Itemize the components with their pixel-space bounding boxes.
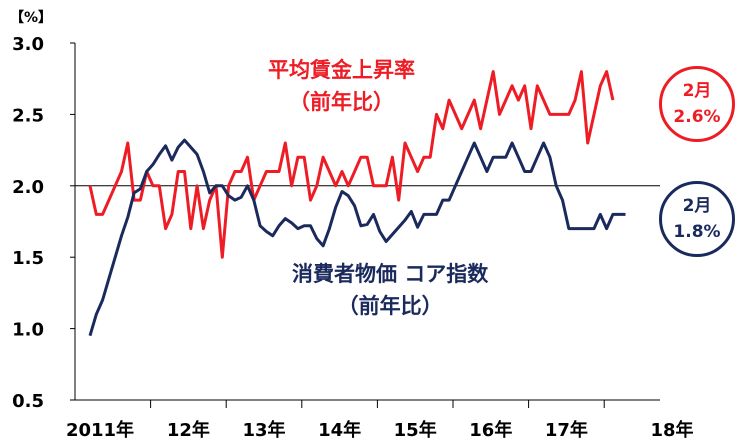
x-tick-label: 16年	[469, 419, 512, 441]
cpi-badge-month: 2月	[682, 196, 712, 216]
y-tick-label: 1.0	[12, 320, 44, 341]
y-axis-ticks: 3.0 2.5 2.0 1.5 1.0 0.5	[12, 34, 75, 412]
x-tick-label: 2011年	[66, 419, 134, 441]
cpi-latest-badge: 2月 1.8%	[659, 181, 735, 257]
cpi-badge-value: 1.8%	[673, 222, 721, 242]
wage-badge-value: 2.6%	[673, 107, 721, 127]
wage-label-line1: 平均賃金上昇率	[268, 58, 415, 82]
y-tick-label: 0.5	[12, 391, 44, 412]
wage-latest-badge: 2月 2.6%	[659, 66, 735, 142]
wage-label-line2: （前年比）	[289, 90, 394, 114]
x-tick-label: 17年	[545, 419, 588, 441]
axes: 【%】	[10, 10, 660, 401]
x-tick-label: 12年	[167, 419, 210, 441]
wage-badge-month: 2月	[682, 81, 712, 101]
cpi-label-line1: 消費者物価 コア指数	[292, 262, 489, 286]
unit-label: 【%】	[10, 10, 52, 26]
x-tick-label: 14年	[318, 419, 361, 441]
x-tick-label: 15年	[394, 419, 437, 441]
wage-series-label: 平均賃金上昇率 （前年比）	[262, 54, 421, 118]
y-tick-label: 2.0	[12, 177, 44, 198]
y-tick-label: 1.5	[12, 248, 44, 269]
cpi-series-label: 消費者物価 コア指数 （前年比）	[286, 258, 495, 322]
x-tick-label: 13年	[242, 419, 285, 441]
y-tick-label: 2.5	[12, 105, 44, 126]
x-axis-ticks: 2011年 12年 13年 14年 15年 16年 17年 18年	[66, 400, 694, 441]
series-lines	[88, 70, 626, 337]
y-tick-label: 3.0	[12, 34, 44, 55]
wage-growth-line	[88, 70, 615, 259]
core-cpi-line	[88, 138, 626, 337]
cpi-label-line2: （前年比）	[337, 294, 443, 318]
x-tick-label: 18年	[650, 419, 693, 441]
